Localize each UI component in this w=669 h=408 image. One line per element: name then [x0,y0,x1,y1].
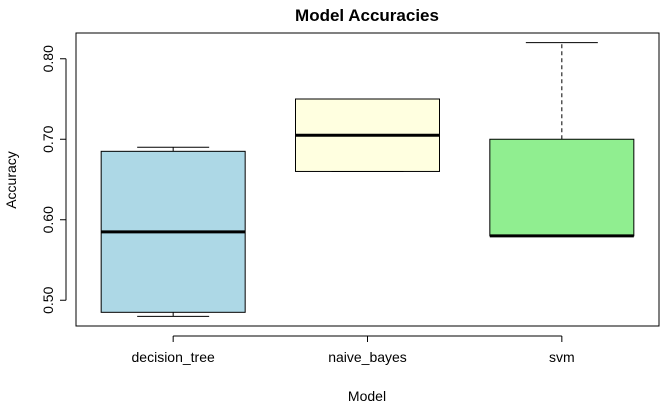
box-series [100,42,635,317]
plot-frame [75,32,660,327]
x-axis-label: Model [348,388,386,404]
chart-title: Model Accuracies [295,6,439,25]
x-tick-label: decision_tree [132,349,215,365]
y-tick-label: 0.50 [40,286,56,313]
y-axis-label: Accuracy [3,151,19,209]
x-axis: decision_tree naive_bayes svm [132,335,575,365]
box-decision_tree [100,146,246,317]
x-tick-label: naive_bayes [328,349,407,365]
y-axis: 0.50 0.60 0.70 0.80 [40,45,67,314]
y-tick-label: 0.80 [40,45,56,72]
y-tick-label: 0.60 [40,206,56,233]
y-tick-label: 0.70 [40,125,56,152]
box-naive_bayes [295,98,440,172]
box-body [489,138,635,237]
box-svm [489,42,635,238]
x-tick-label: svm [549,349,575,365]
